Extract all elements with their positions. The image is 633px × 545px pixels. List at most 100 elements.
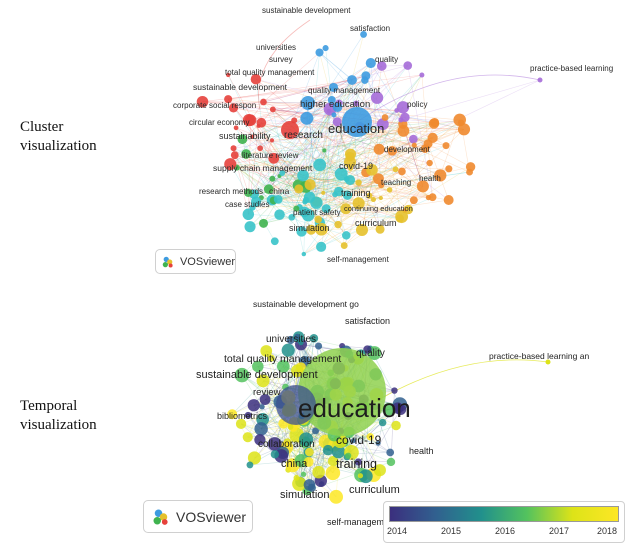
temporal-edge — [351, 359, 395, 391]
cluster-edge — [319, 178, 379, 223]
temporal-edge — [317, 391, 336, 395]
temporal-node — [367, 346, 382, 361]
temporal-edge — [280, 350, 289, 456]
cluster-edge — [356, 121, 396, 170]
temporal-edge — [294, 404, 368, 425]
temporal-edge — [247, 367, 346, 438]
cluster-edge — [331, 99, 382, 199]
cluster-edge — [246, 137, 433, 155]
temporal-edge — [315, 430, 339, 452]
temporal-label: covid-19 — [336, 433, 382, 447]
cluster-edge — [259, 148, 304, 176]
cluster-edge — [350, 137, 433, 155]
temporal-edge — [334, 383, 336, 446]
cluster-node — [314, 215, 322, 224]
cluster-edge — [338, 102, 435, 124]
cluster-edge — [245, 153, 311, 185]
cluster-edge — [271, 107, 404, 201]
cluster-label: total quality management — [225, 68, 315, 77]
cluster-edge — [233, 123, 383, 149]
temporal-edge — [334, 349, 368, 446]
temporal-label: training — [336, 457, 377, 471]
cluster-edge — [310, 137, 433, 185]
temporal-edge — [300, 344, 311, 417]
temporal-edge — [290, 339, 311, 417]
temporal-edge — [253, 404, 290, 410]
temporal-edge — [347, 455, 359, 463]
cluster-node — [242, 208, 255, 220]
cluster-node — [294, 184, 304, 194]
cluster-edge — [236, 167, 390, 191]
temporal-node — [303, 479, 316, 491]
cluster-edge — [320, 79, 353, 247]
cluster-node — [342, 190, 353, 200]
temporal-edge — [325, 349, 368, 401]
cluster-edge — [351, 79, 359, 204]
cluster-edge — [338, 191, 345, 246]
vosviewer-badge-bottom[interactable]: VOSviewer — [143, 500, 253, 533]
cluster-edge — [298, 188, 321, 223]
cluster-edge — [432, 129, 465, 139]
vosviewer-badge-top[interactable]: VOSviewer — [155, 249, 236, 274]
cluster-edge — [233, 148, 249, 193]
temporal-edge — [298, 336, 359, 463]
cluster-edge — [202, 101, 397, 111]
cluster-edge — [236, 167, 345, 246]
temporal-edge — [259, 439, 322, 482]
cluster-edge — [345, 122, 435, 209]
temporal-edge — [347, 352, 375, 403]
temporal-node — [325, 420, 338, 433]
temporal-edge — [356, 356, 391, 453]
cluster-node — [356, 224, 368, 236]
cluster-edge — [427, 143, 471, 168]
temporal-edge — [303, 419, 309, 463]
temporal-edge — [287, 411, 309, 463]
temporal-edge — [301, 415, 305, 421]
cluster-edge — [254, 184, 311, 195]
cluster-edge — [261, 122, 312, 230]
cluster-edge — [382, 124, 402, 217]
temporal-label: bibliometrics — [217, 411, 268, 421]
cluster-node — [249, 204, 256, 211]
cluster-edge — [272, 102, 340, 110]
temporal-node — [227, 409, 238, 420]
temporal-edge — [287, 409, 365, 471]
cluster-edge — [256, 201, 317, 204]
cluster-edge — [319, 80, 366, 165]
cluster-edge — [305, 178, 379, 188]
temporal-node — [289, 427, 305, 443]
cluster-edge — [273, 158, 381, 230]
temporal-edge — [352, 399, 365, 441]
temporal-edge — [274, 361, 306, 445]
temporal-edge — [247, 414, 297, 436]
temporal-node — [307, 483, 316, 492]
cluster-edge — [256, 197, 429, 202]
cluster-edge — [242, 138, 380, 150]
cluster-node — [315, 222, 328, 236]
cluster-node — [332, 102, 343, 113]
cluster-edge — [242, 139, 345, 246]
cluster-edge — [233, 107, 426, 149]
temporal-edge — [292, 353, 362, 466]
cluster-edge — [358, 182, 381, 230]
temporal-edge — [332, 358, 359, 462]
cluster-edge — [319, 52, 359, 204]
temporal-node — [369, 368, 382, 381]
temporal-node — [303, 457, 314, 467]
cluster-edge — [254, 193, 297, 209]
temporal-edges — [231, 336, 549, 498]
cluster-edge — [294, 120, 424, 187]
temporal-node — [357, 473, 364, 479]
temporal-edge — [281, 455, 391, 463]
cluster-node — [457, 119, 465, 126]
cluster-edge — [329, 109, 351, 157]
cluster-node — [378, 181, 385, 189]
cluster-edge — [331, 99, 465, 130]
cluster-edge — [291, 111, 330, 218]
cluster-edge — [242, 139, 247, 155]
temporal-edge — [332, 351, 347, 473]
cluster-label: simulation — [289, 223, 330, 233]
temporal-edge — [232, 413, 354, 442]
